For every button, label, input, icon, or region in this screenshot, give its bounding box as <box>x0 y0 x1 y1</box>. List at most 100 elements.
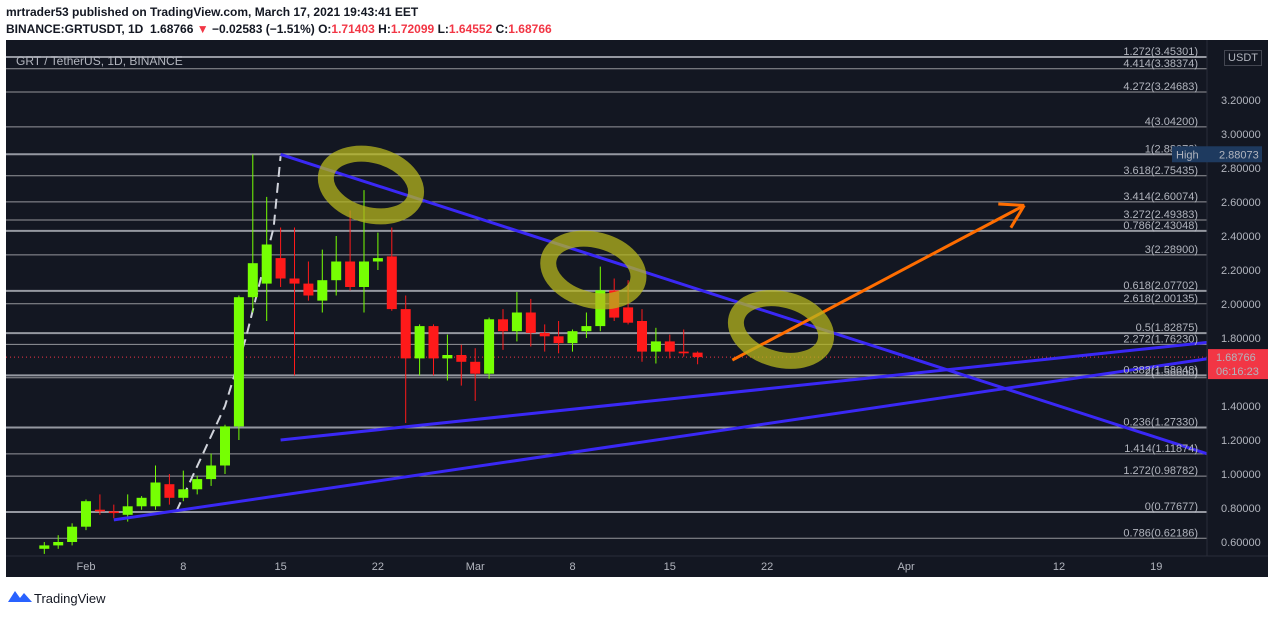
trendline <box>280 338 1233 442</box>
fib-label: 4(3.04200) <box>1145 116 1198 128</box>
chart-header: mrtrader53 published on TradingView.com,… <box>0 0 1274 40</box>
y-tick-label: 1.80000 <box>1221 333 1261 345</box>
candle-body <box>511 312 522 332</box>
fib-label: 0.618(2.07702) <box>1123 280 1198 292</box>
candle-body <box>623 307 634 323</box>
change-down-icon: ▼ <box>196 22 209 36</box>
last-price: 1.68766 <box>150 22 194 36</box>
y-tick-label: 2.40000 <box>1221 231 1261 243</box>
arrow-line <box>731 204 1025 362</box>
y-tick-label: 1.40000 <box>1221 401 1261 413</box>
fib-label: 0.382(1.58048) <box>1123 364 1198 376</box>
candle-body <box>178 489 189 498</box>
x-tick-label: Apr <box>898 561 915 573</box>
symbol-title: GRT / TetherUS, 1D, BINANCE <box>16 54 183 68</box>
high-label: H: <box>378 22 391 36</box>
candle-body <box>539 332 550 337</box>
arrow-head <box>1009 204 1026 229</box>
ohlc-line: BINANCE:GRTUSDT, 1D 1.68766 ▼ −0.02583 (… <box>6 22 552 36</box>
candlestick-chart[interactable]: 1.272(3.45301)4.414(3.38374) 4.272(3.2468… <box>6 40 1268 577</box>
fib-label: 1.272(3.45301) <box>1123 46 1198 58</box>
publisher-line: mrtrader53 published on TradingView.com,… <box>6 5 419 19</box>
fib-label: 2(1.56600) <box>1145 367 1198 379</box>
candle-body <box>206 465 217 480</box>
candle-body <box>136 497 147 507</box>
candle-body <box>386 256 397 310</box>
x-tick-label: 8 <box>569 561 575 573</box>
candle-body <box>317 280 328 301</box>
high-badge-label: High <box>1176 149 1199 161</box>
candle-body <box>275 258 286 279</box>
candle-body <box>108 511 119 514</box>
y-tick-label: 3.20000 <box>1221 95 1261 107</box>
candle-body <box>692 352 703 358</box>
highlight-circle <box>540 230 647 310</box>
candle-countdown: 06:16:23 <box>1216 366 1259 378</box>
candle-body <box>261 244 272 284</box>
candle-body <box>359 261 369 287</box>
high-badge-price: 2.88073 <box>1219 149 1259 161</box>
fib-label: 2.618(2.00135) <box>1123 293 1198 305</box>
y-tick-label: 1.00000 <box>1221 469 1261 481</box>
open-label: O: <box>318 22 332 36</box>
candle-body <box>650 341 661 352</box>
fib-label: 3.272(2.49383) <box>1123 209 1198 221</box>
candle-body <box>164 484 175 498</box>
x-tick-label: 22 <box>372 561 384 573</box>
y-tick-label: 2.20000 <box>1221 265 1261 277</box>
y-tick-label: 0.80000 <box>1221 503 1261 515</box>
x-tick-label: 22 <box>761 561 773 573</box>
dashed-projection-line <box>175 156 282 512</box>
tradingview-brand: TradingView <box>34 591 106 606</box>
x-tick-label: 8 <box>180 561 186 573</box>
candle-body <box>303 283 314 296</box>
symbol-label: BINANCE:GRTUSDT, 1D <box>6 22 144 36</box>
x-tick-label: Mar <box>466 561 485 573</box>
x-tick-label: Feb <box>77 561 96 573</box>
fib-label: 2.272(1.76230) <box>1123 333 1198 345</box>
candle-body <box>247 263 258 298</box>
y-tick-label: 1.20000 <box>1221 435 1261 447</box>
candle-body <box>442 355 453 359</box>
y-tick-label: 2.60000 <box>1221 197 1261 209</box>
candle-body <box>53 542 64 546</box>
highlight-circle <box>317 145 425 225</box>
highlight-circle <box>727 290 835 369</box>
candle-body <box>345 261 356 287</box>
x-tick-label: 15 <box>274 561 286 573</box>
trendline <box>113 353 1233 522</box>
fib-label: 0.786(2.43048) <box>1123 220 1198 232</box>
plot-background <box>6 40 1268 577</box>
candle-body <box>81 501 91 527</box>
low-value: 1.64552 <box>448 22 493 36</box>
fib-label: 0(0.77677) <box>1145 501 1198 513</box>
candle-body <box>581 326 592 332</box>
chart-area[interactable]: 1.272(3.45301) 4.414(3.38374) 4.272(3.2468… <box>6 40 1268 577</box>
candle-body <box>484 319 495 374</box>
candle-body <box>498 319 508 332</box>
fib-label: 0.236(1.27330) <box>1123 417 1198 429</box>
candle-body <box>122 506 133 515</box>
currency-unit-badge[interactable]: USDT <box>1224 50 1262 66</box>
candle-body <box>456 355 467 362</box>
candle-body <box>567 331 578 344</box>
candle-body <box>470 361 481 374</box>
candle-body <box>664 341 675 352</box>
x-tick-label: 19 <box>1150 561 1162 573</box>
y-tick-label: 2.00000 <box>1221 299 1261 311</box>
x-tick-label: 12 <box>1053 561 1065 573</box>
fib-label: 3.618(2.75435) <box>1123 165 1198 177</box>
candle-body <box>39 545 50 549</box>
candle-body <box>428 326 439 359</box>
candle-body <box>372 258 383 262</box>
arrow-head <box>998 202 1025 207</box>
fib-label: 1.272(0.98782) <box>1123 465 1198 477</box>
price-axis-background <box>1207 40 1268 577</box>
candle-body <box>331 261 342 281</box>
close-value: 1.68766 <box>508 22 552 36</box>
candle-body <box>233 297 244 427</box>
y-tick-label: 0.60000 <box>1221 537 1261 549</box>
open-value: 1.71403 <box>331 22 375 36</box>
candle-body <box>678 351 689 354</box>
high-price-badge <box>1172 146 1262 163</box>
